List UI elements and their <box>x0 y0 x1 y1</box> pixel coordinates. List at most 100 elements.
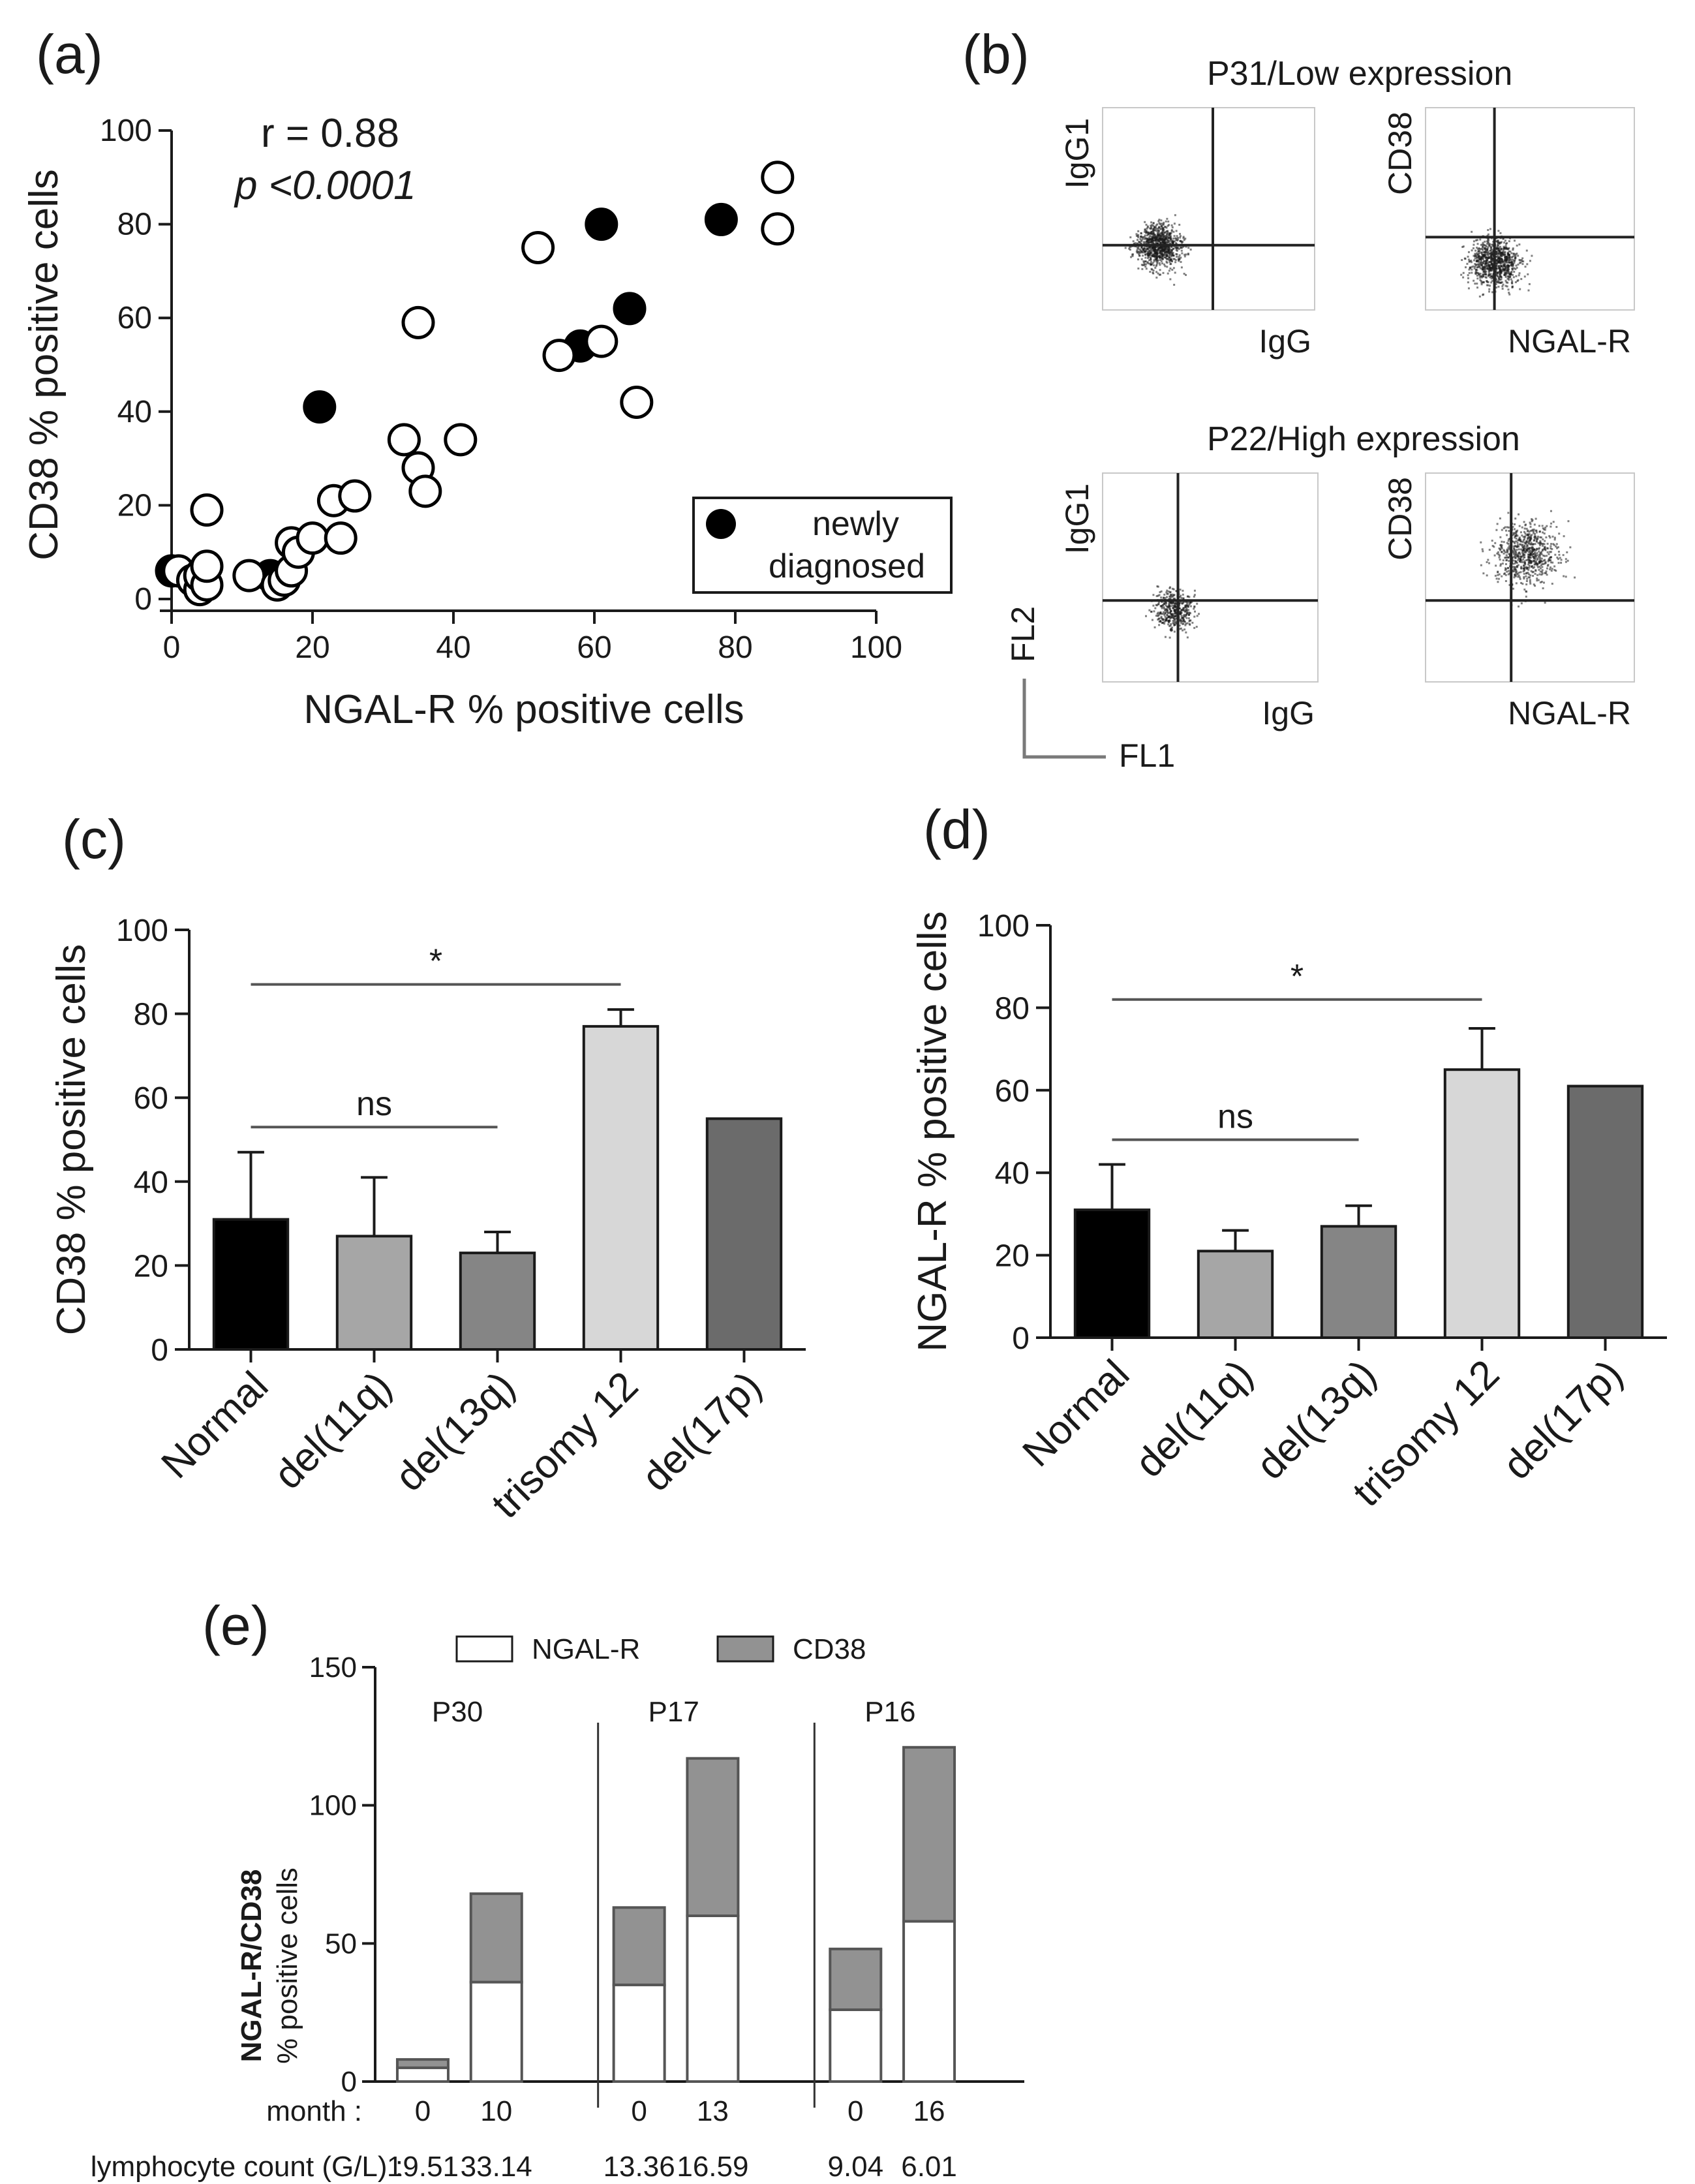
flow-event-dot <box>1167 606 1169 609</box>
flow-event-dot <box>1167 230 1169 232</box>
flow-event-dot <box>1474 249 1477 252</box>
flow-event-dot <box>1502 559 1504 562</box>
flow-event-dot <box>1482 281 1485 284</box>
flow-event-dot <box>1523 561 1526 564</box>
flow-event-dot <box>1156 223 1159 226</box>
flow-event-dot <box>1143 263 1146 266</box>
flow-x-label: NGAL-R <box>1508 323 1631 360</box>
flow-event-dot <box>1185 245 1187 248</box>
flow-event-dot <box>1185 606 1187 608</box>
flow-event-dot <box>1150 236 1153 238</box>
flow-event-dot <box>1195 626 1198 628</box>
flow-event-dot <box>1489 255 1492 258</box>
flow-event-dot <box>1501 241 1503 243</box>
flow-event-dot <box>1510 259 1512 262</box>
flow-event-dot <box>1158 251 1161 254</box>
flow-event-dot <box>1159 273 1162 276</box>
flow-event-dot <box>1520 559 1523 562</box>
flow-event-dot <box>1164 636 1167 638</box>
flow-event-dot <box>1535 517 1537 520</box>
flow-event-dot <box>1528 559 1531 561</box>
flow-event-dot <box>1514 542 1516 544</box>
flow-event-dot <box>1187 247 1190 249</box>
flow-event-dot <box>1156 612 1159 615</box>
flow-event-dot <box>1538 547 1540 549</box>
flow-event-dot <box>1168 624 1171 627</box>
flow-event-dot <box>1161 613 1163 615</box>
flow-event-dot <box>1165 258 1168 260</box>
flow-event-dot <box>1180 619 1182 622</box>
flow-event-dot <box>1476 256 1478 258</box>
flow-event-dot <box>1503 253 1505 256</box>
flow-event-dot <box>1532 549 1535 551</box>
flow-event-dot <box>1174 240 1176 243</box>
flow-event-dot <box>1486 247 1488 250</box>
flow-event-dot <box>1530 570 1533 572</box>
flow-event-dot <box>1546 542 1549 545</box>
flow-event-dot <box>1536 579 1538 582</box>
flow-event-dot <box>1147 241 1150 244</box>
flow-event-dot <box>1462 245 1465 248</box>
flow-event-dot <box>1468 271 1471 274</box>
data-point-other <box>408 474 442 508</box>
flow-event-dot <box>1491 260 1494 262</box>
flow-event-dot <box>1156 262 1159 265</box>
panel-label-a: (a) <box>36 23 103 85</box>
flow-event-dot <box>1486 284 1488 286</box>
flow-event-dot <box>1167 272 1169 275</box>
flow-event-dot <box>1488 273 1490 276</box>
flow-event-dot <box>1185 604 1188 607</box>
flow-event-dot <box>1512 533 1515 536</box>
flow-event-dot <box>1182 619 1185 622</box>
flow-event-dot <box>1499 536 1502 538</box>
flow-event-dot <box>1520 581 1523 584</box>
y-tick-label: 100 <box>116 914 168 948</box>
flow-event-dot <box>1152 232 1155 234</box>
flow-event-dot <box>1512 551 1514 554</box>
flow-event-dot <box>1512 262 1514 265</box>
flow-event-dot <box>1489 261 1491 264</box>
flow-event-dot <box>1482 273 1484 276</box>
flow-event-dot <box>1162 613 1165 615</box>
flow-event-dot <box>1186 622 1189 624</box>
flow-event-dot <box>1565 576 1567 578</box>
flow-event-dot <box>1156 257 1159 260</box>
flow-event-dot <box>1555 545 1557 547</box>
flow-event-dot <box>1159 258 1161 261</box>
flow-event-dot <box>1501 529 1503 531</box>
flow-event-dot <box>1180 596 1183 599</box>
flow-event-dot <box>1503 268 1505 271</box>
flow-event-dot <box>1530 560 1533 562</box>
flow-event-dot <box>1139 251 1142 253</box>
flow-event-dot <box>1484 256 1487 259</box>
flow-event-dot <box>1504 568 1507 570</box>
flow-event-dot <box>1139 249 1142 252</box>
flow-event-dot <box>1170 232 1172 234</box>
flow-event-dot <box>1161 262 1163 265</box>
flow-event-dot <box>1185 608 1188 610</box>
flow-event-dot <box>1482 262 1484 264</box>
flow-event-dot <box>1557 550 1560 553</box>
flow-event-dot <box>1168 604 1171 607</box>
flow-event-dot <box>1152 254 1154 257</box>
flow-event-dot <box>1174 615 1176 617</box>
flow-event-dot <box>1518 538 1520 541</box>
flow-event-dot <box>1153 250 1155 253</box>
correlation-r: r = 0.88 <box>261 111 399 156</box>
flow-event-dot <box>1523 538 1525 540</box>
flow-event-dot <box>1525 566 1527 568</box>
flow-event-dot <box>1528 536 1531 538</box>
flow-event-dot <box>1527 553 1530 556</box>
flow-event-dot <box>1460 273 1463 276</box>
fl2-label: FL2 <box>1005 606 1041 662</box>
flow-event-dot <box>1179 247 1182 249</box>
flow-event-dot <box>1537 579 1540 581</box>
flow-event-dot <box>1158 222 1161 224</box>
flow-event-dot <box>1163 606 1165 609</box>
flow-event-dot <box>1538 554 1541 557</box>
flow-event-dot <box>1168 260 1171 263</box>
month-value: 10 <box>480 2095 512 2127</box>
flow-event-dot <box>1157 234 1159 236</box>
flow-event-dot <box>1484 266 1486 268</box>
flow-event-dot <box>1528 564 1531 567</box>
